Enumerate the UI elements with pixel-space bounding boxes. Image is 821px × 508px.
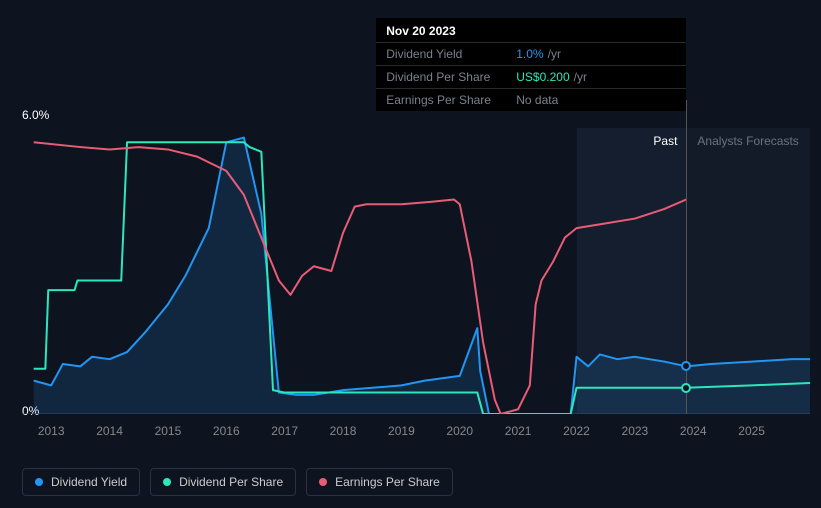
y-axis-label: 6.0% [22, 108, 49, 122]
legend-label: Dividend Per Share [179, 475, 283, 489]
tooltip-value: US$0.200 [516, 70, 569, 84]
tooltip-row: Earnings Per ShareNo data [376, 88, 686, 111]
tooltip-unit: /yr [548, 47, 561, 61]
series-marker [681, 383, 691, 393]
x-axis: 2013 2014 2015 2016 2017 2018 2019 2020 2021 2022… [22, 424, 810, 448]
x-tick: 2016 [213, 424, 240, 438]
x-tick: 2024 [680, 424, 707, 438]
tooltip-value: No data [516, 93, 558, 107]
legend-dot-icon [319, 478, 327, 486]
tooltip-row: Dividend Per ShareUS$0.200/yr [376, 65, 686, 88]
x-tick: 2019 [388, 424, 415, 438]
tooltip-date: Nov 20 2023 [376, 18, 686, 42]
x-tick: 2017 [271, 424, 298, 438]
legend-item-earnings_per_share[interactable]: Earnings Per Share [306, 468, 453, 496]
legend-item-dividend_per_share[interactable]: Dividend Per Share [150, 468, 296, 496]
tooltip-row: Dividend Yield1.0% /yr [376, 42, 686, 65]
series-marker [681, 361, 691, 371]
legend-label: Dividend Yield [51, 475, 127, 489]
tooltip-value: 1.0% [516, 47, 543, 61]
x-tick: 2021 [505, 424, 532, 438]
tooltip-key: Dividend Per Share [386, 70, 516, 84]
legend: Dividend Yield Dividend Per Share Earnings… [22, 468, 453, 496]
tooltip-key: Earnings Per Share [386, 93, 516, 107]
x-tick: 2014 [96, 424, 123, 438]
chart-plot-area[interactable] [22, 128, 810, 414]
x-tick: 2022 [563, 424, 590, 438]
legend-dot-icon [163, 478, 171, 486]
x-tick: 2015 [155, 424, 182, 438]
x-tick: 2018 [330, 424, 357, 438]
tooltip-unit: /yr [574, 70, 587, 84]
legend-dot-icon [35, 478, 43, 486]
x-tick: 2020 [446, 424, 473, 438]
legend-item-dividend_yield[interactable]: Dividend Yield [22, 468, 140, 496]
x-tick: 2023 [622, 424, 649, 438]
x-tick: 2013 [38, 424, 65, 438]
series-area-dividend_yield [34, 138, 810, 414]
x-tick: 2025 [738, 424, 765, 438]
dividend-chart: 6.0%0% Past Analysts Forecasts 201320142… [0, 0, 821, 508]
tooltip-key: Dividend Yield [386, 47, 516, 61]
legend-label: Earnings Per Share [335, 475, 440, 489]
tooltip: Nov 20 2023 Dividend Yield1.0%/yrDividen… [376, 18, 686, 111]
